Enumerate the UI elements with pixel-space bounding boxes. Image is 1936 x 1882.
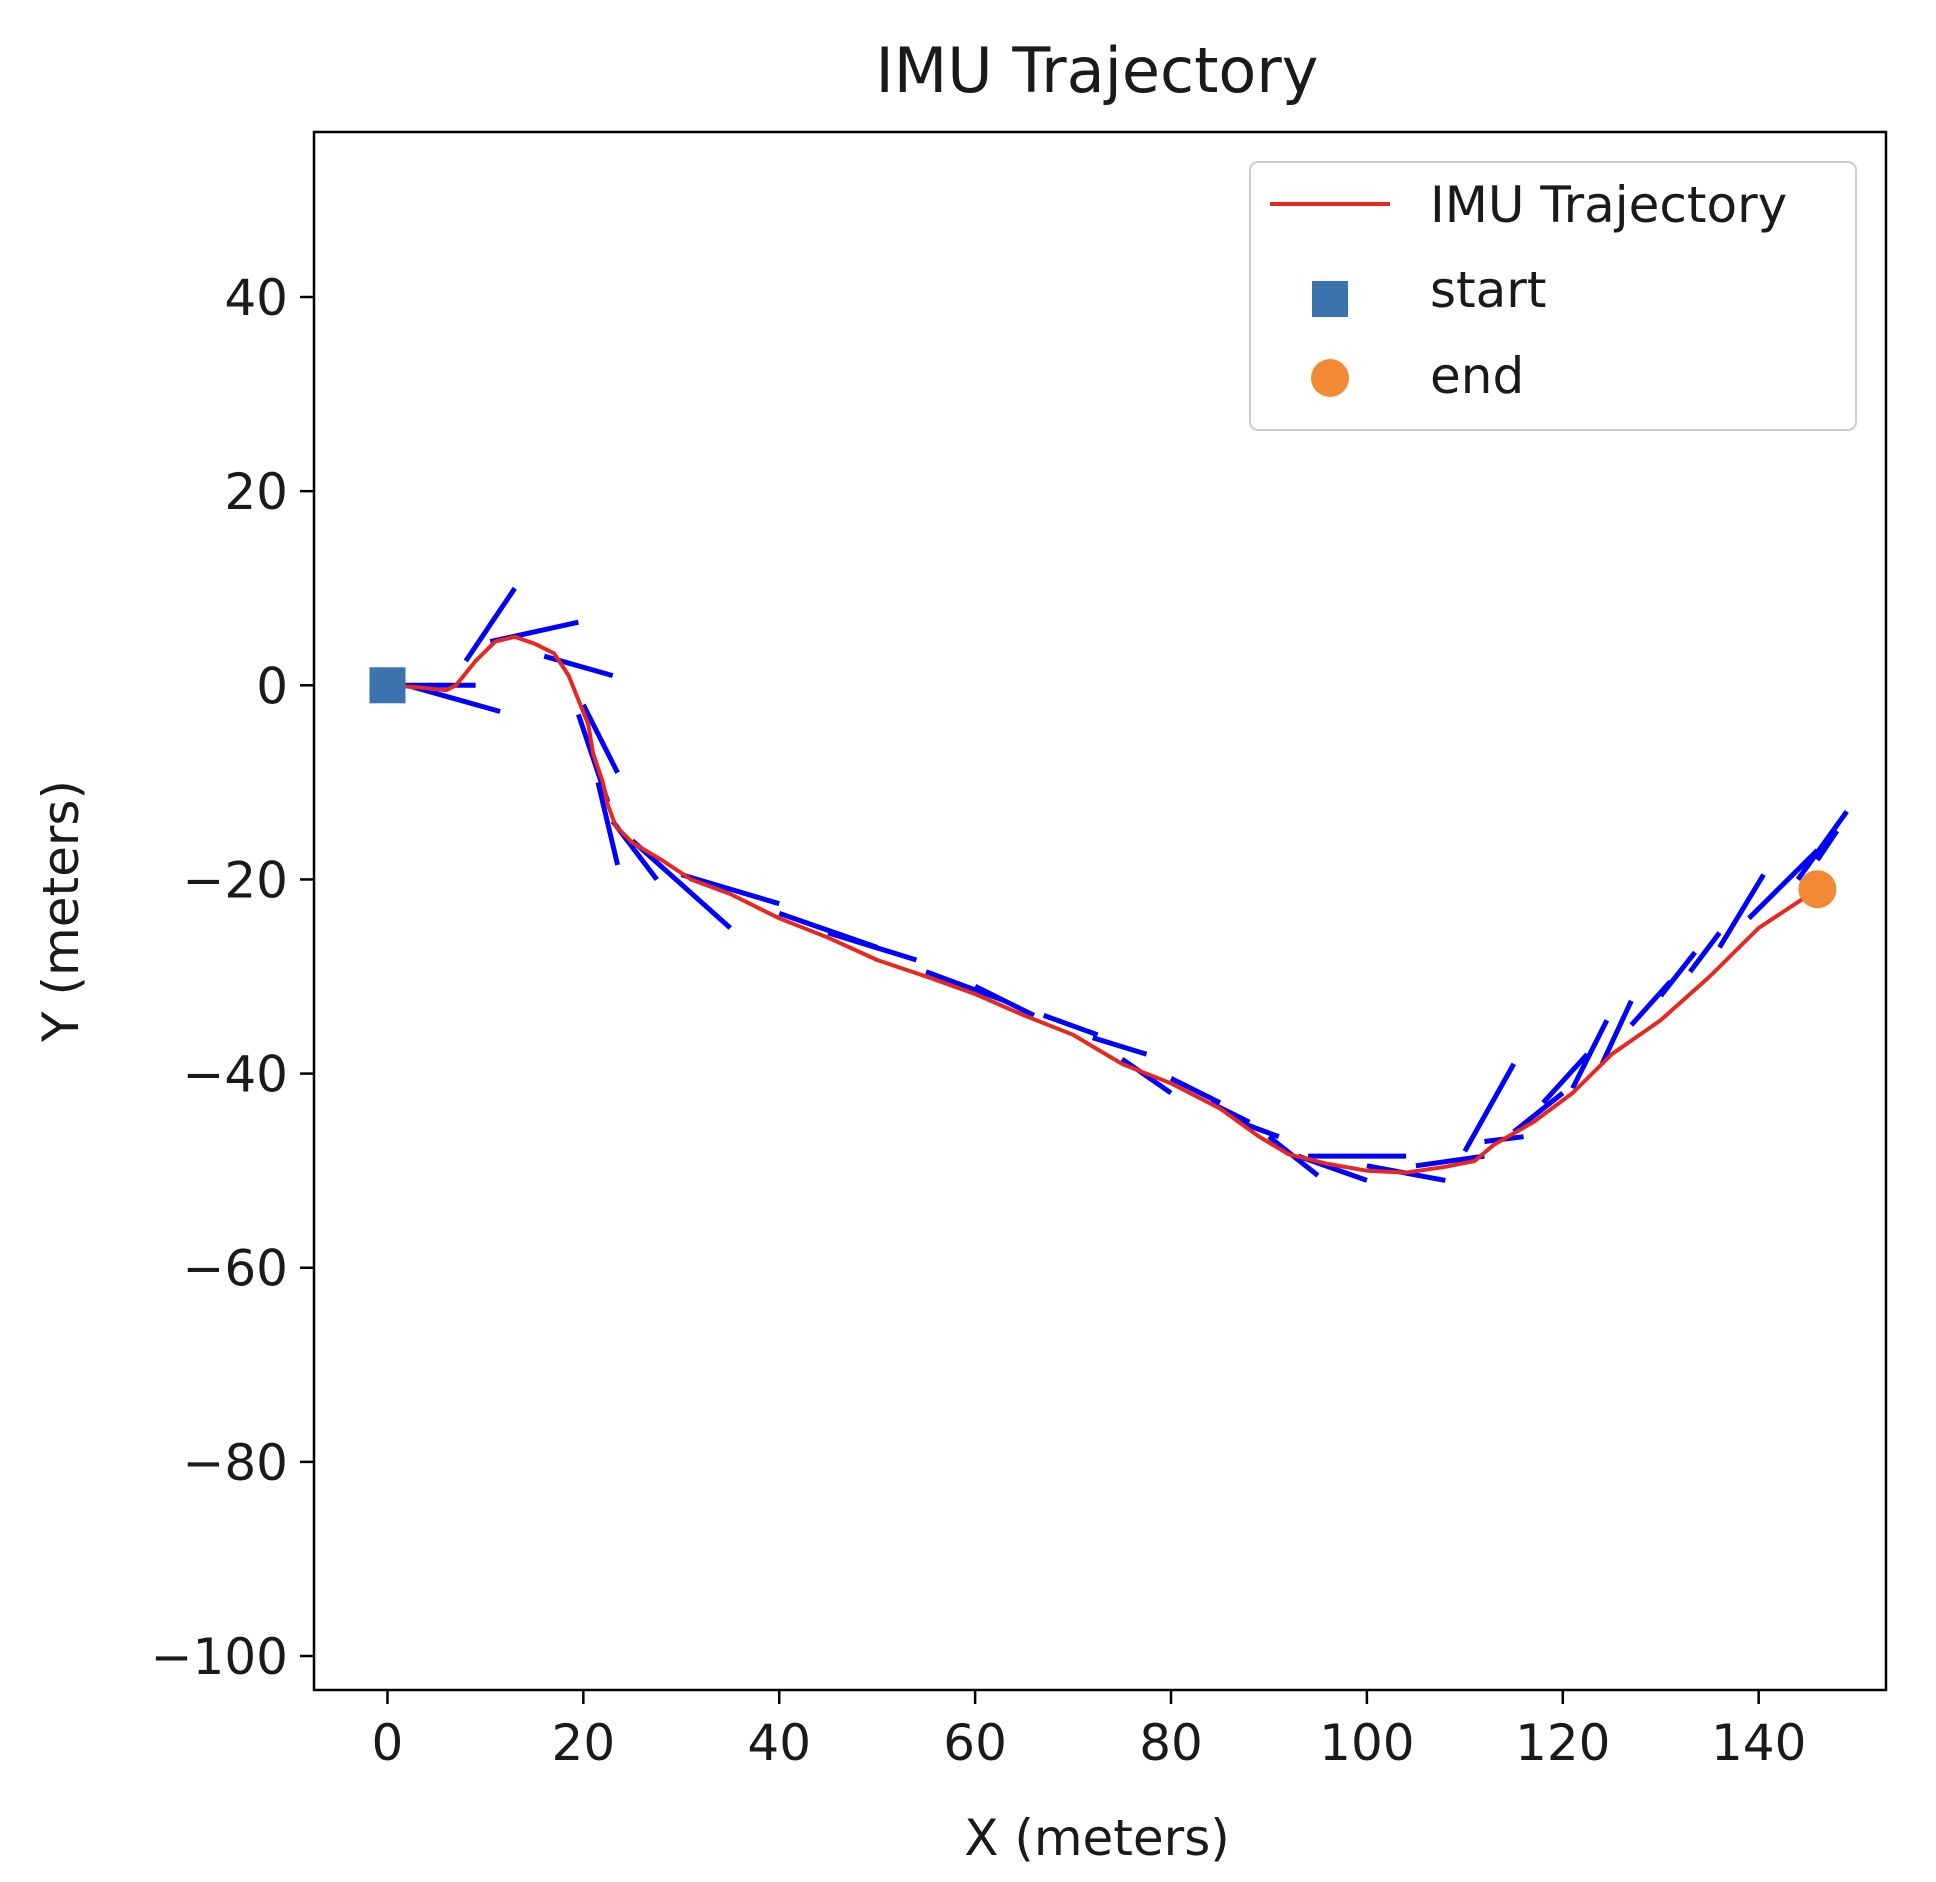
legend-label-end: end (1430, 347, 1524, 405)
x-tick-label-1: 20 (552, 1714, 616, 1772)
heading-segment-34 (1688, 931, 1722, 974)
heading-segment-33 (1658, 950, 1697, 998)
heading-segments (387, 586, 1849, 1183)
trajectory-line (385, 634, 1820, 1175)
y-tick-label-5: −60 (182, 1240, 288, 1298)
x-tick-label-2: 40 (747, 1714, 811, 1772)
legend: IMU Trajectory start end (1249, 161, 1857, 431)
y-tick-label-6: −80 (182, 1434, 288, 1492)
y-tick-label-0: 40 (224, 269, 288, 327)
x-tick-label-5: 100 (1319, 1714, 1414, 1772)
legend-box (1249, 161, 1857, 431)
heading-segment-31 (1599, 999, 1634, 1065)
x-axis-title: X (meters) (964, 1809, 1230, 1867)
heading-segment-30 (1570, 1019, 1610, 1090)
heading-segment-29 (1541, 1052, 1590, 1105)
heading-segment-10 (680, 872, 780, 907)
heading-segment-9 (630, 838, 732, 930)
y-axis-title: Y (meters) (32, 780, 90, 1043)
x-tick-label-6: 120 (1515, 1714, 1610, 1772)
y-tick-label-4: −40 (182, 1046, 288, 1104)
heading-segment-12 (827, 930, 918, 963)
heading-segment-7 (595, 781, 621, 866)
heading-segment-17 (1120, 1056, 1173, 1096)
y-tick-label-1: 20 (224, 463, 288, 521)
x-axis-ticks: 0 20 40 60 80 100 120 140 (372, 1690, 1806, 1772)
heading-segment-18 (1169, 1076, 1222, 1105)
legend-circle-swatch (1311, 359, 1349, 397)
chart-title: IMU Trajectory (876, 34, 1319, 107)
heading-segment-25 (1415, 1153, 1485, 1169)
heading-segment-16 (1091, 1035, 1148, 1057)
y-tick-label-3: −20 (182, 851, 288, 909)
heading-segment-15 (1042, 1013, 1099, 1038)
heading-segment-28 (1512, 1091, 1565, 1134)
heading-segment-14 (973, 983, 1036, 1018)
legend-label-start: start (1430, 261, 1546, 319)
y-axis-ticks: 40 20 0 −20 −40 −60 −80 −100 (151, 269, 314, 1686)
trajectory-series (385, 634, 1820, 1175)
y-tick-label-2: 0 (256, 657, 288, 715)
heading-segment-38 (1815, 829, 1840, 862)
heading-segment-37 (1795, 810, 1849, 881)
x-tick-label-4: 80 (1139, 1714, 1203, 1772)
heading-segment-26 (1462, 1062, 1516, 1153)
heading-segment-6 (581, 703, 620, 774)
x-tick-label-0: 0 (372, 1714, 404, 1772)
end-marker (1798, 870, 1837, 909)
x-tick-label-7: 140 (1711, 1714, 1806, 1772)
start-marker (369, 667, 406, 704)
legend-label-trajectory: IMU Trajectory (1430, 176, 1787, 234)
heading-segment-35 (1717, 873, 1766, 949)
heading-segment-2 (463, 586, 517, 663)
x-tick-label-3: 60 (943, 1714, 1007, 1772)
heading-segment-20 (1238, 1119, 1280, 1140)
y-tick-label-7: −100 (151, 1628, 288, 1686)
legend-square-swatch (1312, 281, 1348, 317)
heading-segment-36 (1747, 848, 1820, 921)
heading-segment-4 (543, 653, 614, 679)
trajectory-markers (369, 667, 1837, 909)
